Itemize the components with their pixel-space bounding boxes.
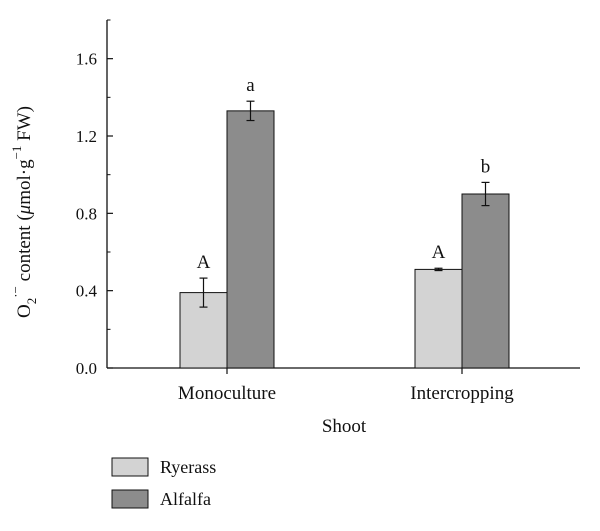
bar xyxy=(226,110,275,369)
x-tick-label: Monoculture xyxy=(178,383,276,404)
legend: Ryerass Alfalfa xyxy=(111,457,216,509)
plot-area: 0.0 0.4 0.8 1.2 1.6 Monoculture Intercropping A… xyxy=(76,19,580,404)
legend-label: Alfalfa xyxy=(160,489,211,509)
x-tick-label: Intercropping xyxy=(410,383,514,404)
legend-label: Ryerass xyxy=(160,457,216,477)
y-tick-label: 1.6 xyxy=(76,50,97,69)
significance-label: A xyxy=(432,242,446,263)
y-tick-label: 0.0 xyxy=(76,359,97,378)
y-tick-label: 0.8 xyxy=(76,204,97,223)
y-axis-title: O2·− content (μmol·g−1 FW) xyxy=(8,106,39,318)
y-tick-label: 1.2 xyxy=(76,127,97,146)
legend-swatch xyxy=(111,457,149,477)
significance-label: b xyxy=(481,156,491,177)
bar xyxy=(414,268,463,369)
significance-label: A xyxy=(197,252,211,273)
legend-swatch xyxy=(111,489,149,509)
bar xyxy=(461,193,510,369)
y-tick-label: 0.4 xyxy=(76,282,98,301)
x-axis-title: Shoot xyxy=(322,416,367,437)
significance-label: a xyxy=(246,75,255,96)
